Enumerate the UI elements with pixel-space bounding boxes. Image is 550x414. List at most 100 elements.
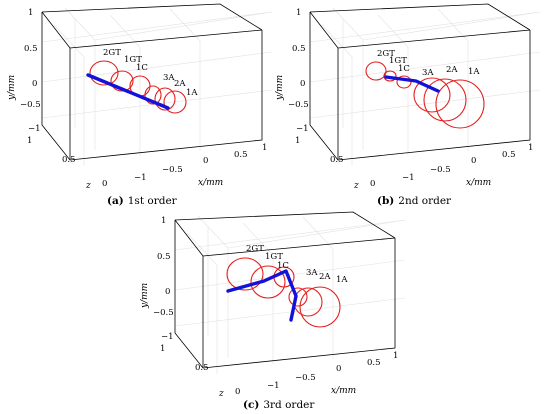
- panel-a-ytick-4: −0.5: [20, 100, 41, 110]
- panel-b-ytick-4: −0.5: [288, 100, 309, 110]
- panel-c-caption: (c) 3rd order: [243, 399, 315, 411]
- orbit-2gt: [226, 257, 264, 291]
- orbit-1a: [435, 79, 485, 129]
- panel-b-shaft: [384, 75, 440, 93]
- panel-c-ztick-1: 1: [160, 344, 165, 354]
- orbit-3a: [144, 85, 162, 105]
- panel-c-ytick-5: −1: [161, 332, 174, 342]
- panel-c-node-2a: 2A: [319, 272, 331, 282]
- panel-b-ztick-3: 0: [370, 179, 375, 189]
- panel-c-ztick-2: 0.5: [195, 363, 209, 373]
- panel-a-xlabel: x/mm: [198, 178, 223, 188]
- panel-c-xtick-5: 1: [393, 351, 398, 361]
- panel-a-node-1gt: 1GT: [124, 55, 142, 65]
- panel-a-node-3a: 3A: [163, 73, 175, 83]
- panel-a-zlabel: z: [85, 181, 91, 191]
- orbit-2a: [423, 78, 467, 122]
- panel-c-ztick-3: 0: [235, 387, 240, 397]
- panel-a-ytick-2: 0.5: [24, 44, 38, 54]
- panel-a-xtick-3: 0: [203, 156, 208, 166]
- orbit-1gt: [383, 70, 397, 82]
- orbit-2a: [293, 287, 323, 317]
- panel-b: 1 0.5 0 −0.5 −1 y/mm 1 0.5 0 z −1 −0.5 0…: [275, 3, 541, 207]
- panel-c-xlabel: x/mm: [331, 386, 356, 396]
- panel-b-caption-text: 2nd order: [398, 195, 452, 207]
- panel-c-node-3a: 3A: [306, 268, 318, 278]
- panel-a-ytick-3: 0: [32, 79, 37, 89]
- panel-a-node-2a: 2A: [174, 79, 186, 89]
- panel-c-xtick-1: −1: [267, 381, 280, 391]
- panel-b-node-1c: 1C: [398, 64, 410, 74]
- panel-a-orbits: [89, 60, 187, 114]
- panel-b-ytick-1: 1: [296, 8, 301, 18]
- panel-b-zlabel: z: [353, 181, 359, 191]
- panel-c-xtick-4: 0.5: [367, 358, 381, 368]
- panel-a-node-1c: 1C: [136, 63, 148, 73]
- panel-a-caption: (a) 1st order: [107, 195, 178, 207]
- panel-a-frame: [41, 3, 263, 161]
- panel-c-ytick-2: 0.5: [157, 252, 171, 262]
- panel-b-ylabel: y/mm: [275, 75, 285, 101]
- panel-b-xtick-2: −0.5: [430, 165, 451, 175]
- panel-c-ylabel: y/mm: [140, 283, 150, 309]
- panel-b-node-3a: 3A: [422, 68, 434, 78]
- panel-c-zlabel: z: [218, 389, 224, 399]
- panel-c-ytick-1: 1: [161, 216, 166, 226]
- panel-a-xtick-5: 1: [262, 143, 267, 153]
- panel-c-xtick-2: −0.5: [295, 373, 316, 383]
- panel-a-node-2gt: 2GT: [103, 48, 121, 58]
- panel-b-caption-letter: (b): [377, 195, 394, 207]
- orbit-1a: [163, 90, 187, 114]
- panel-b-ytick-2: 0.5: [292, 44, 306, 54]
- panel-b-node-2a: 2A: [446, 65, 458, 75]
- panel-c-frame: [174, 211, 396, 369]
- panel-a-caption-letter: (a): [107, 195, 124, 207]
- panel-a: 1 0.5 0 −0.5 −1 y/mm 1 0.5 0 z −1 −0.5 0…: [7, 3, 273, 207]
- panel-b-ztick-1: 1: [295, 136, 300, 146]
- panel-b-xlabel: x/mm: [466, 178, 491, 188]
- orbit-2a: [154, 87, 176, 111]
- panel-b-xtick-1: −1: [402, 173, 415, 183]
- panel-a-xtick-4: 0.5: [234, 150, 248, 160]
- panel-a-ztick-2: 0.5: [62, 155, 76, 165]
- panel-a-ztick-1: 1: [27, 136, 32, 146]
- panel-b-grid: [309, 7, 541, 166]
- orbit-2gt: [365, 61, 387, 81]
- panel-b-caption: (b) 2nd order: [377, 195, 452, 207]
- panel-b-frame: [309, 3, 531, 161]
- panel-a-caption-text: 1st order: [128, 195, 178, 207]
- orbit-1gt: [250, 265, 286, 299]
- panel-b-xtick-4: 0.5: [502, 150, 516, 160]
- panel-b-node-1a: 1A: [468, 67, 480, 77]
- panel-c-grid: [174, 215, 406, 374]
- panel-c-caption-letter: (c): [243, 399, 259, 411]
- panel-b-ytick-3: 0: [300, 79, 305, 89]
- panel-a-ytick-5: −1: [28, 124, 41, 134]
- panel-c-node-1gt: 1GT: [265, 252, 283, 262]
- panel-c-ytick-3: 0: [165, 287, 170, 297]
- panel-c: 1 0.5 0 −0.5 −1 y/mm 1 0.5 0 z −1 −0.5 0…: [140, 211, 406, 411]
- orbit-1gt: [110, 70, 134, 92]
- panel-c-caption-text: 3rd order: [263, 399, 315, 411]
- panel-c-ytick-4: −0.5: [153, 308, 174, 318]
- panel-a-ztick-3: 0: [102, 179, 107, 189]
- panel-a-ytick-1: 1: [28, 8, 33, 18]
- panel-b-node-2gt: 2GT: [377, 49, 395, 59]
- panel-b-xtick-5: 1: [528, 143, 533, 153]
- panel-b-node-1gt: 1GT: [389, 56, 407, 66]
- orbit-2gt: [89, 60, 119, 86]
- orbit-3a: [288, 287, 308, 307]
- panel-c-node-1a: 1A: [336, 275, 348, 285]
- panel-b-xtick-3: 0: [471, 156, 476, 166]
- panel-b-ztick-2: 0.5: [330, 155, 344, 165]
- panel-c-node-1c: 1C: [277, 261, 289, 271]
- panel-c-node-2gt: 2GT: [246, 244, 264, 254]
- panel-a-ylabel: y/mm: [7, 75, 17, 101]
- panel-c-shaft: [226, 269, 298, 322]
- panel-b-ytick-5: −1: [296, 124, 309, 134]
- panel-c-xtick-3: 0: [336, 364, 341, 374]
- orbit-3a: [413, 77, 451, 113]
- orbit-1a: [299, 286, 341, 328]
